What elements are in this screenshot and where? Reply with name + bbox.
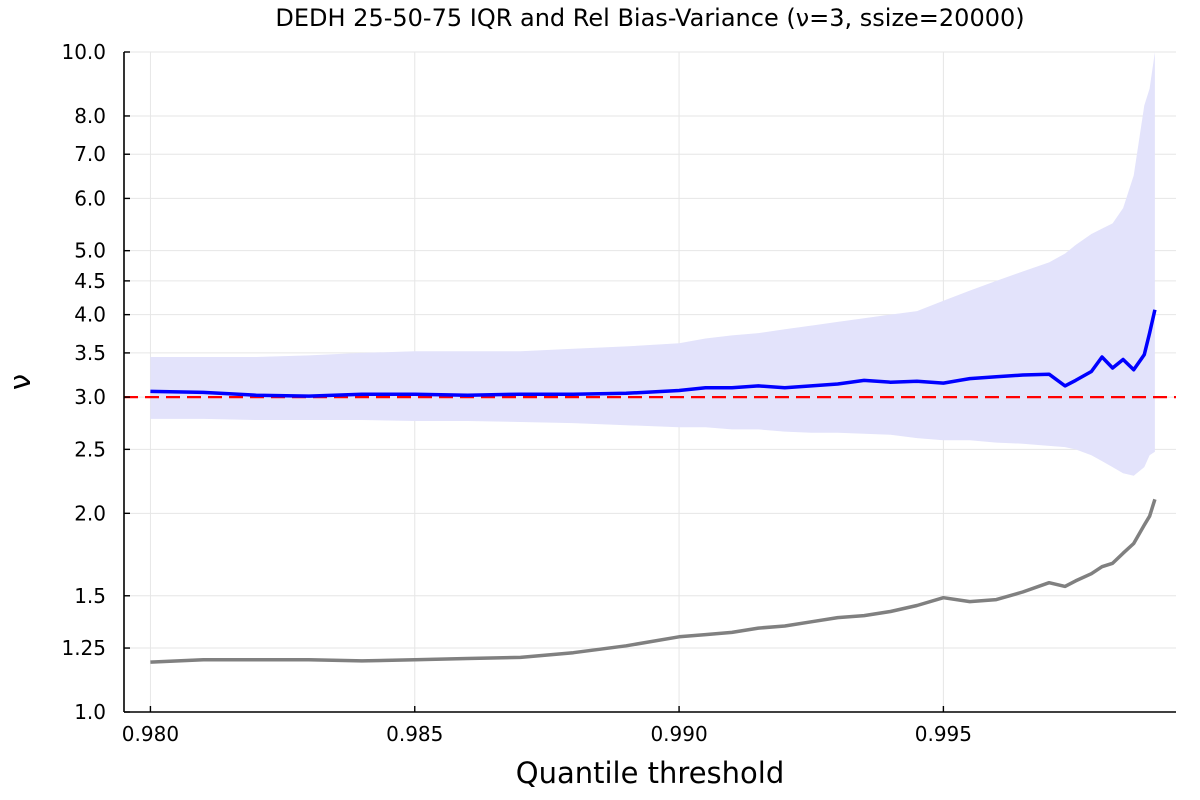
y-tick-label: 4.5 bbox=[74, 269, 106, 293]
series-line-median bbox=[150, 309, 1157, 398]
y-tick-label: 10.0 bbox=[61, 40, 106, 64]
y-tick-label: 1.25 bbox=[61, 636, 106, 660]
iqr-band bbox=[150, 52, 1155, 476]
x-axis-label: Quantile threshold bbox=[516, 756, 784, 790]
y-tick-label: 2.5 bbox=[74, 437, 106, 461]
y-tick-labels: 1.0 1.25 1.5 2.0 2.5 3.0 3.5 4.0 4.5 5.0 6.0 7.0 8.0… bbox=[61, 40, 130, 724]
y-tick-label: 2.0 bbox=[74, 501, 106, 525]
y-tick-label: 8.0 bbox=[74, 104, 106, 128]
series-line-rel bbox=[150, 498, 1157, 664]
x-tick-labels: 0.980 0.985 0.990 0.995 bbox=[122, 706, 972, 746]
y-axis-label: ν bbox=[3, 374, 37, 390]
y-tick-label: 4.0 bbox=[74, 303, 106, 327]
x-tick-label: 0.980 bbox=[122, 722, 179, 746]
y-tick-label: 6.0 bbox=[74, 186, 106, 210]
y-tick-label: 1.0 bbox=[74, 700, 106, 724]
x-tick-label: 0.990 bbox=[650, 722, 707, 746]
x-tick-label: 0.995 bbox=[915, 722, 972, 746]
y-tick-label: 3.5 bbox=[74, 341, 106, 365]
y-tick-label: 7.0 bbox=[74, 142, 106, 166]
chart-title: DEDH 25-50-75 IQR and Rel Bias-Variance … bbox=[275, 4, 1024, 32]
axis-layer bbox=[123, 52, 1176, 713]
x-tick-label: 0.985 bbox=[386, 722, 443, 746]
y-tick-label: 3.0 bbox=[74, 385, 106, 409]
y-tick-label: 1.5 bbox=[74, 584, 106, 608]
y-tick-label: 5.0 bbox=[74, 239, 106, 263]
